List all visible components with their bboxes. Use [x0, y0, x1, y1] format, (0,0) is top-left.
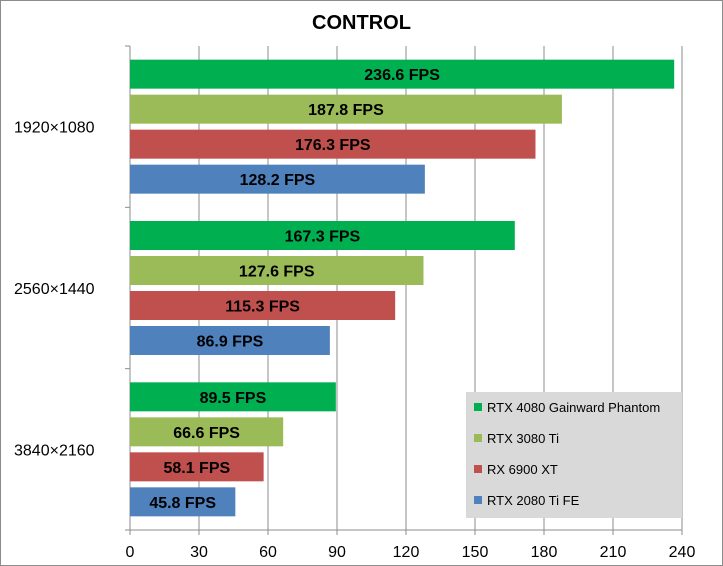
legend-label: RTX 3080 Ti: [487, 431, 559, 446]
data-label: 167.3 FPS: [285, 229, 361, 246]
data-label: 89.5 FPS: [200, 390, 267, 407]
data-label: 66.6 FPS: [173, 425, 240, 442]
legend-label: RTX 2080 Ti FE: [487, 493, 580, 508]
data-label: 58.1 FPS: [163, 460, 230, 477]
category-label: 2560×1440: [14, 281, 95, 298]
data-label: 115.3 FPS: [225, 299, 300, 316]
bar: [130, 164, 425, 194]
x-tick-label: 120: [393, 544, 420, 561]
chart-title: CONTROL: [312, 12, 411, 34]
x-tick-label: 240: [669, 544, 696, 561]
legend-label: RX 6900 XT: [487, 462, 558, 477]
category-label: 3840×2160: [14, 442, 95, 459]
x-tick-label: 150: [462, 544, 489, 561]
x-tick-label: 0: [126, 544, 135, 561]
legend-swatch: [474, 465, 482, 473]
x-tick-label: 60: [259, 544, 277, 561]
bar: [130, 221, 515, 250]
data-label: 187.8 FPS: [308, 102, 384, 119]
bar: [130, 94, 562, 124]
bar: [130, 129, 536, 159]
bar: [130, 382, 336, 412]
x-tick-label: 180: [531, 544, 558, 561]
data-label: 236.6 FPS: [364, 67, 440, 84]
bar: [130, 326, 330, 355]
legend-swatch: [474, 403, 482, 411]
data-label: 176.3 FPS: [295, 137, 371, 154]
category-label: 1920×1080: [14, 120, 95, 137]
bar: [130, 256, 424, 285]
data-label: 86.9 FPS: [197, 334, 264, 351]
legend-label: RTX 4080 Gainward Phantom: [487, 400, 660, 415]
data-label: 128.2 FPS: [240, 172, 316, 189]
bar: [130, 417, 284, 447]
bar: [130, 59, 675, 89]
legend-swatch: [474, 434, 482, 442]
bar: [130, 452, 264, 482]
legend-box: [466, 392, 682, 518]
x-tick-label: 210: [600, 544, 627, 561]
bar: [130, 291, 396, 320]
x-tick-label: 90: [328, 544, 346, 561]
bar: [130, 487, 236, 517]
data-label: 45.8 FPS: [149, 495, 216, 512]
x-tick-label: 30: [190, 544, 208, 561]
data-label: 127.6 FPS: [239, 264, 315, 281]
legend-swatch: [474, 496, 482, 504]
